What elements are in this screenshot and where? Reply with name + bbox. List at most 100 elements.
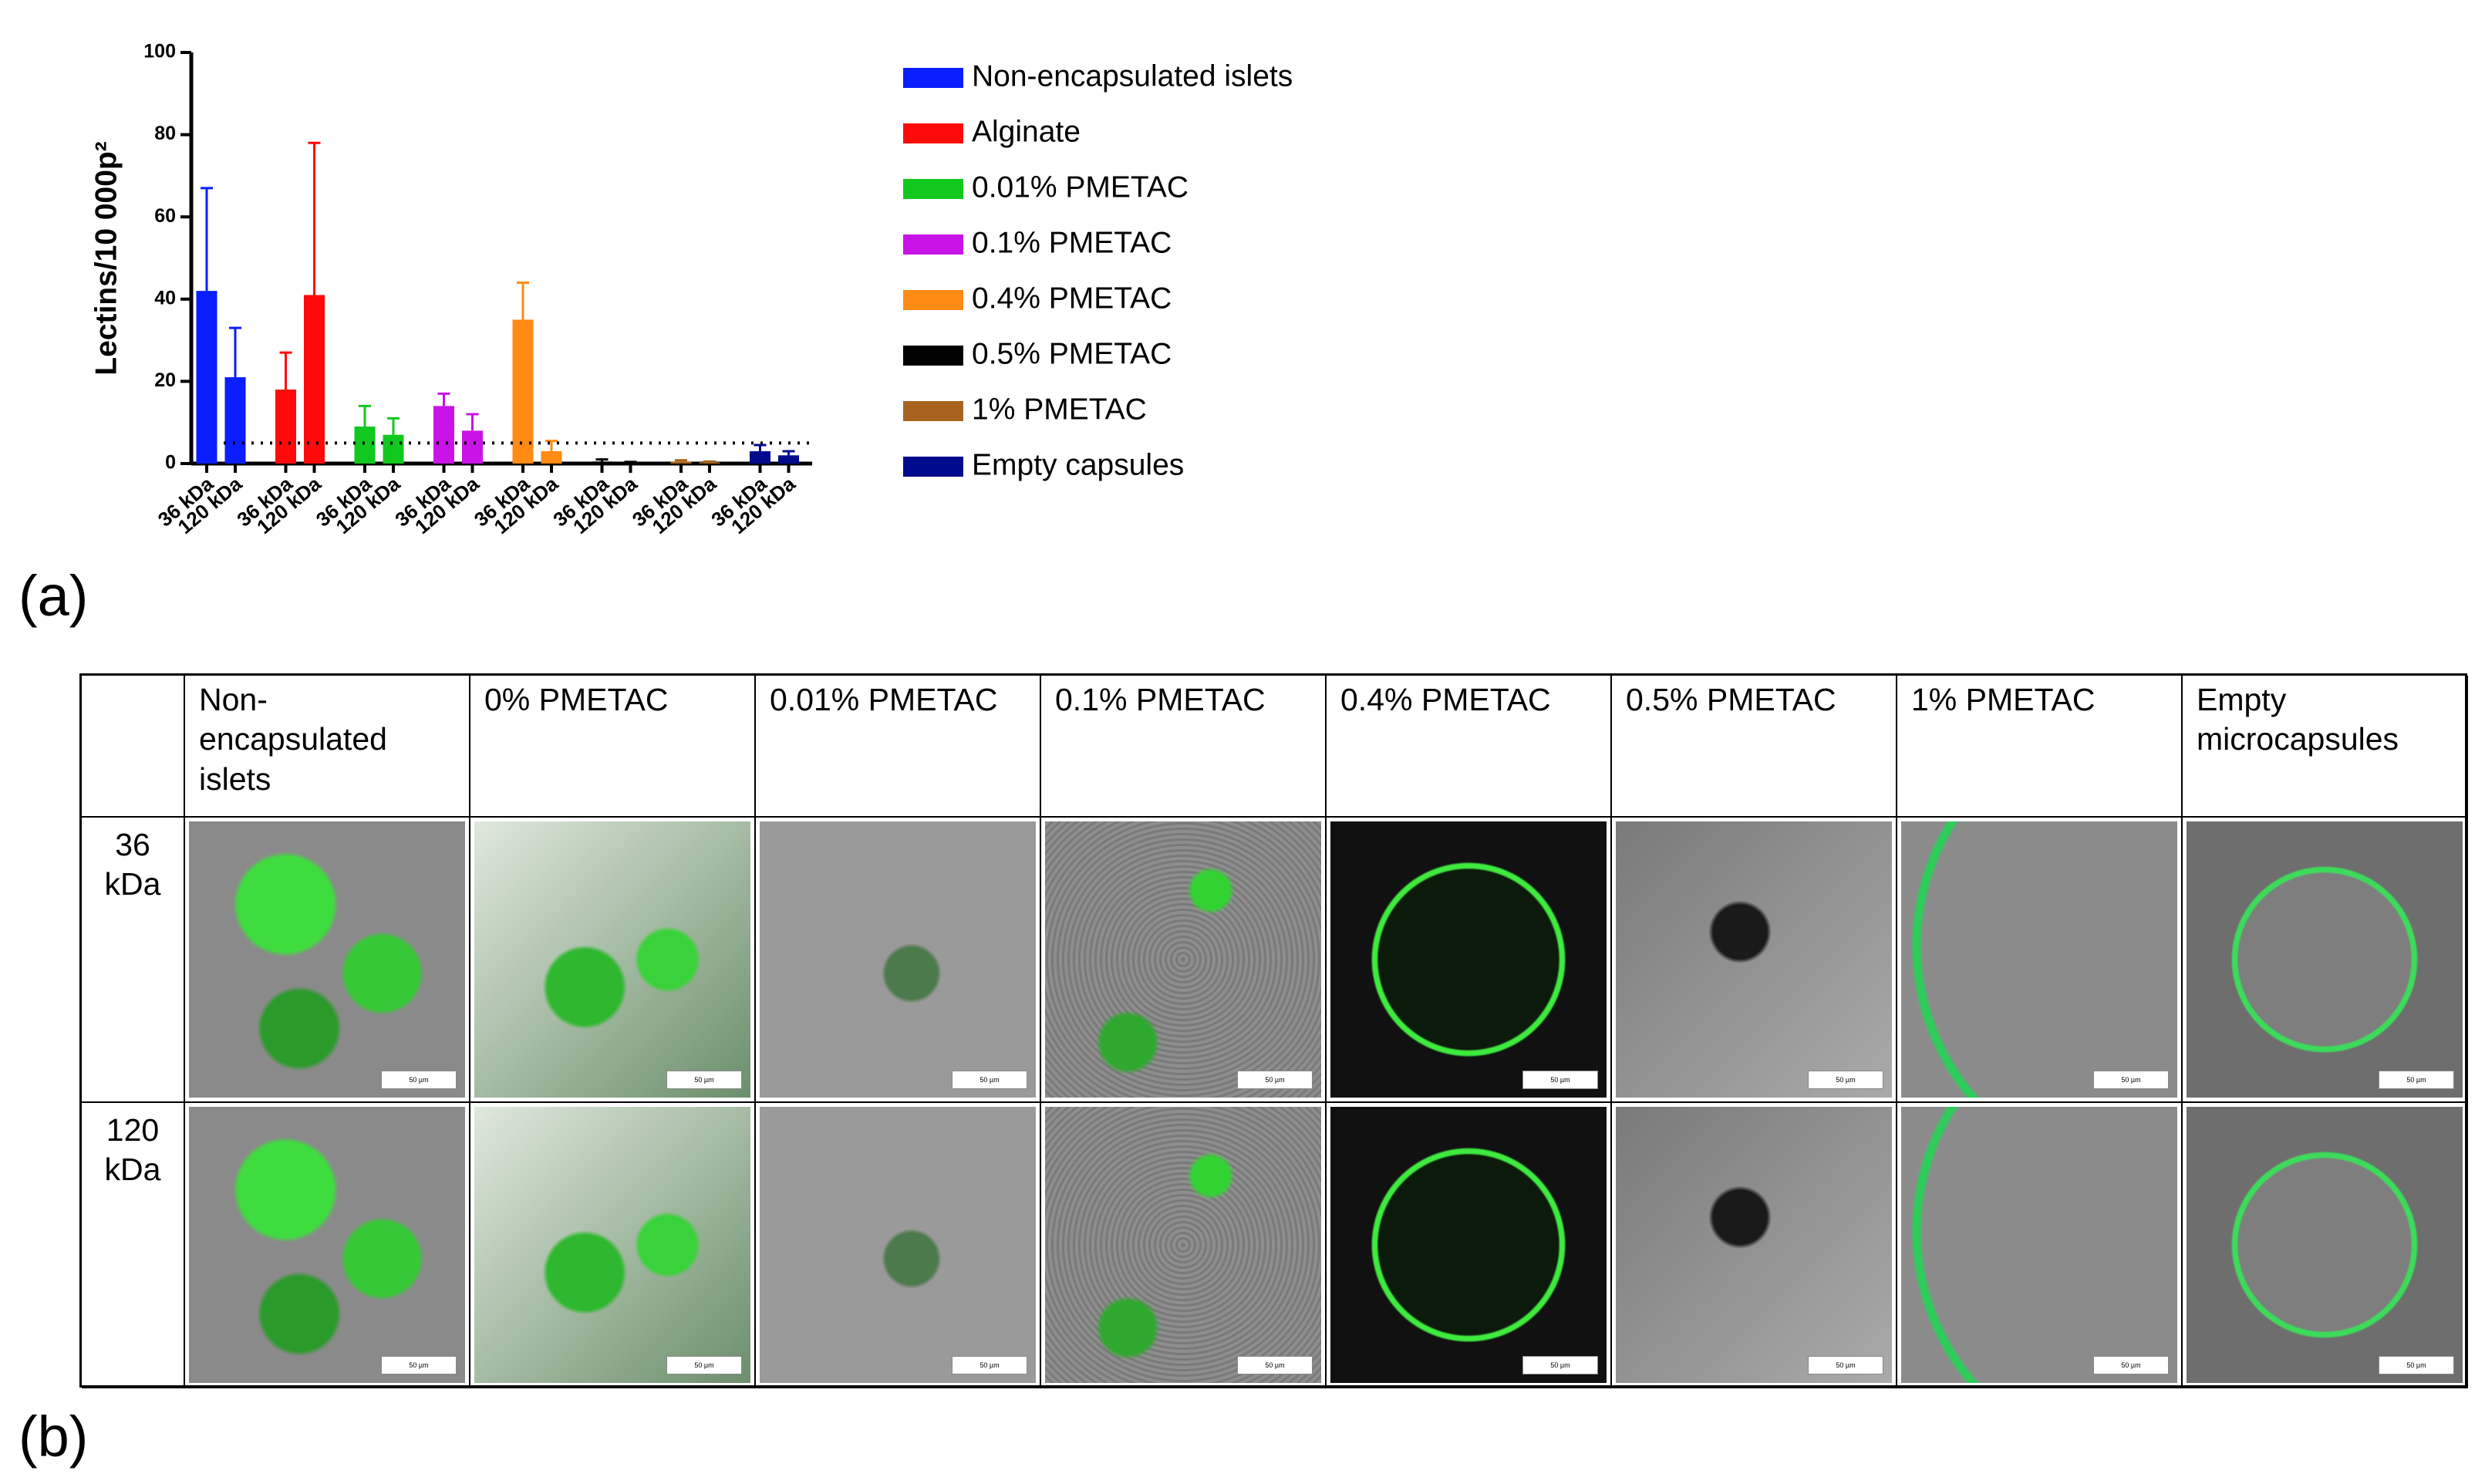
row-header: 36 kDa: [82, 818, 185, 1103]
micrograph: [1616, 1107, 1892, 1383]
column-header: 0.5% PMETAC: [1612, 676, 1897, 818]
bar: [512, 319, 534, 464]
scale-bar: 50 µm: [1808, 1356, 1883, 1374]
legend-swatch: [903, 457, 963, 477]
legend-label: 0.01% PMETAC: [972, 170, 1189, 204]
image-cell: 50 µm: [185, 1103, 470, 1388]
bar: [541, 451, 562, 464]
bar: [462, 430, 483, 464]
bar: [196, 291, 217, 464]
scale-bar: 50 µm: [2379, 1071, 2454, 1089]
micrograph: [1045, 821, 1321, 1098]
micrograph: [2187, 1107, 2463, 1383]
micrograph: [189, 821, 465, 1098]
column-header: 0.01% PMETAC: [756, 676, 1041, 818]
micrograph: [1901, 1107, 2177, 1383]
image-table: Non-encapsulated islets 0% PMETAC 0.01% PM…: [79, 673, 2468, 1388]
legend-label: Empty capsules: [972, 448, 1184, 481]
image-cell: 50 µm: [1041, 1103, 1327, 1388]
bar: [354, 427, 376, 464]
scale-bar: 50 µm: [1237, 1071, 1313, 1089]
scale-bar: 50 µm: [1808, 1071, 1883, 1089]
scale-bar: 50 µm: [666, 1356, 742, 1374]
micrograph: [474, 1107, 750, 1383]
micrograph: [1330, 1107, 1607, 1383]
micrograph: [1045, 1107, 1321, 1383]
error-bar: [675, 459, 687, 462]
y-axis-label: Lectins/10 000p²: [89, 141, 123, 375]
image-cell: 50 µm: [185, 818, 470, 1103]
image-cell: 50 µm: [1612, 1103, 1897, 1388]
error-bar: [545, 440, 558, 452]
column-header: 1% PMETAC: [1897, 676, 2183, 818]
legend-swatch: [903, 68, 963, 88]
micrograph: [1616, 821, 1892, 1098]
legend-swatch: [903, 401, 963, 421]
legend-label: 0.4% PMETAC: [972, 282, 1172, 315]
error-bar: [782, 450, 795, 456]
legend-label: 1% PMETAC: [972, 393, 1147, 426]
error-bar: [437, 392, 450, 406]
legend-swatch: [903, 290, 963, 310]
image-cell: 50 µm: [1327, 1103, 1612, 1388]
scale-bar: 50 µm: [952, 1356, 1027, 1374]
header-corner: [82, 676, 185, 818]
bar: [433, 406, 454, 464]
image-cell: 50 µm: [1041, 818, 1327, 1103]
column-header: 0.4% PMETAC: [1327, 676, 1612, 818]
scale-bar: 50 µm: [1237, 1356, 1313, 1374]
row-header: 120 kDa: [82, 1103, 185, 1388]
error-bar: [466, 413, 479, 431]
image-cell: 50 µm: [2183, 1103, 2468, 1388]
scale-bar: 50 µm: [2093, 1356, 2169, 1374]
bar: [275, 390, 296, 464]
bar: [778, 455, 799, 464]
micrograph: [1901, 821, 2177, 1098]
legend-swatch: [903, 234, 963, 255]
bar: [750, 451, 770, 464]
error-bar: [624, 460, 637, 464]
error-bar: [229, 326, 241, 378]
error-bar: [595, 458, 609, 462]
image-cell: 50 µm: [756, 818, 1041, 1103]
y-tick-label: 80: [154, 123, 176, 144]
scale-bar: 50 µm: [1522, 1071, 1598, 1089]
scale-bar: 50 µm: [666, 1071, 742, 1089]
column-header: 0.1% PMETAC: [1041, 676, 1327, 818]
scale-bar: 50 µm: [381, 1356, 457, 1374]
micrograph: [760, 1107, 1036, 1383]
bar: [670, 461, 692, 464]
bar: [620, 462, 641, 464]
scale-bar: 50 µm: [2093, 1071, 2169, 1089]
micrograph: [2187, 821, 2463, 1098]
error-bar: [308, 141, 321, 295]
image-cell: 50 µm: [1612, 818, 1897, 1103]
scale-bar: 50 µm: [2379, 1356, 2454, 1374]
column-header: Empty microcapsules: [2183, 676, 2468, 818]
error-bar: [703, 460, 716, 463]
image-cell: 50 µm: [2183, 818, 2468, 1103]
error-bar: [359, 404, 371, 427]
bar: [224, 377, 246, 464]
scale-bar: 50 µm: [381, 1071, 457, 1089]
panel-label: (a): [19, 564, 89, 628]
micrograph: [189, 1107, 465, 1383]
error-bar: [279, 351, 292, 390]
legend-swatch: [903, 123, 963, 143]
legend-label: 0.5% PMETAC: [972, 337, 1172, 370]
panel-label: (b): [19, 1405, 89, 1469]
y-tick-label: 100: [143, 41, 176, 62]
column-header: 0% PMETAC: [470, 676, 756, 818]
legend-swatch: [903, 179, 963, 199]
error-bar: [517, 281, 529, 320]
y-tick-label: 20: [154, 369, 176, 391]
legend-label: Alginate: [972, 115, 1081, 148]
micrograph: [760, 821, 1036, 1098]
micrograph: [1330, 821, 1607, 1098]
micrograph: [474, 821, 750, 1098]
error-bar: [387, 417, 400, 435]
column-header: Non-encapsulated islets: [185, 676, 470, 818]
image-cell: 50 µm: [1897, 1103, 2183, 1388]
